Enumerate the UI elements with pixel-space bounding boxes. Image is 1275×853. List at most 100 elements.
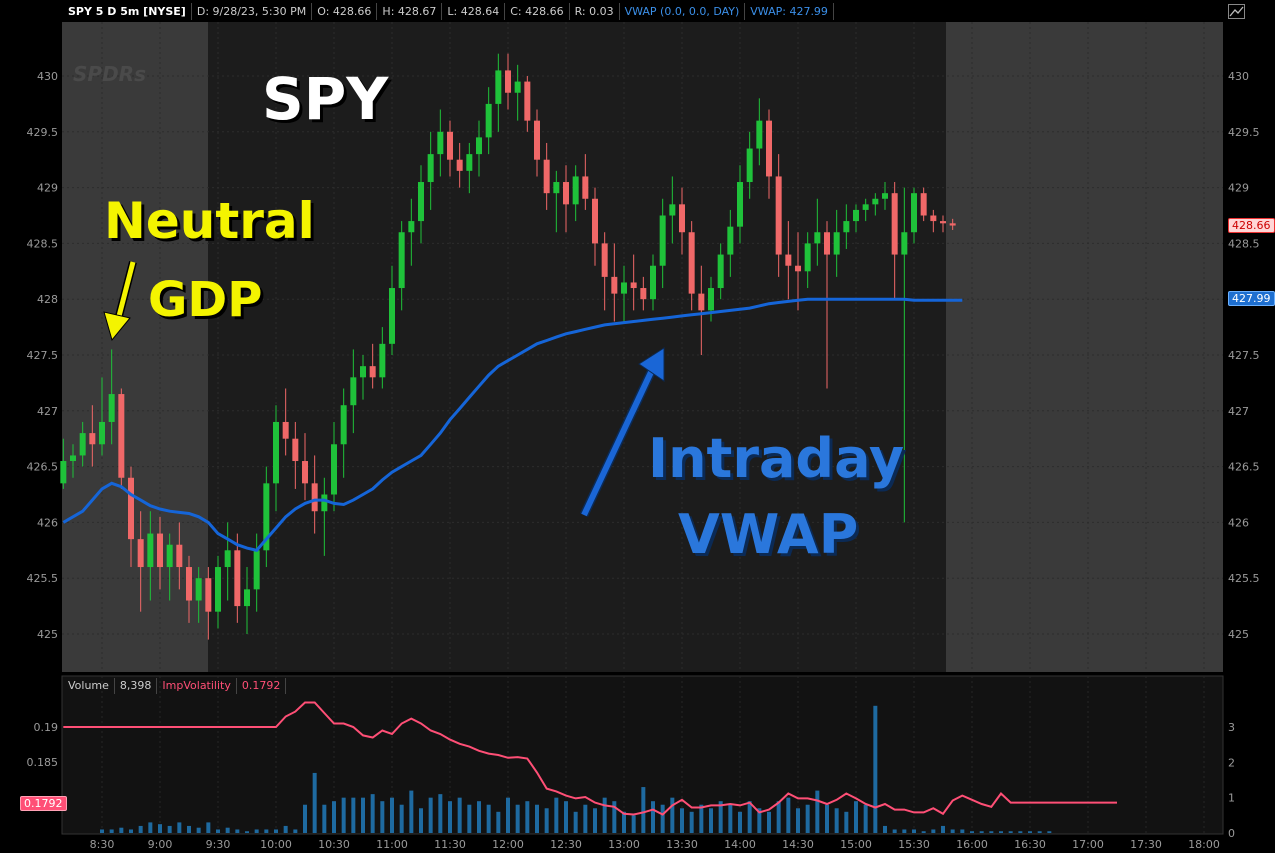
price-tick-label-left: 425.5 (27, 572, 59, 585)
time-tick-label: 9:00 (148, 838, 173, 851)
candle-body (669, 204, 676, 216)
candle-body (495, 70, 502, 104)
candle-body (89, 433, 96, 445)
candle-body (659, 215, 666, 266)
price-tick-label-left: 427 (37, 405, 58, 418)
volume-bar (912, 829, 916, 833)
candle-body (321, 494, 328, 512)
volume-bar (535, 804, 539, 833)
range-label: R: 0.03 (570, 3, 620, 20)
time-tick-label: 16:30 (1014, 838, 1046, 851)
candle-body (302, 461, 308, 484)
volume-bar (419, 808, 423, 833)
candle-body (940, 221, 946, 224)
volume-bar (1028, 831, 1032, 833)
vwap-price-tag: 427.99 (1228, 291, 1275, 306)
candle-body (485, 103, 492, 138)
volume-bar (544, 808, 549, 833)
volume-bar (477, 801, 481, 833)
volume-bar (515, 804, 520, 833)
symbol-label[interactable]: SPY 5 D 5m [NYSE] (63, 3, 192, 20)
volume-bar (148, 822, 153, 833)
volume-bar (825, 804, 829, 833)
time-tick-label: 15:30 (898, 838, 930, 851)
time-tick-label: 16:00 (956, 838, 988, 851)
candle-body (833, 232, 840, 255)
time-axis-labels: 8:30 9:00 9:30 10:00 10:30 11:00 11:30 12:00 12:… (90, 838, 1220, 851)
price-tick-label-right: 427 (1228, 405, 1249, 418)
volume-bar (109, 829, 114, 833)
volume-bar (699, 804, 704, 833)
volume-bar (448, 801, 452, 833)
volume-bar (921, 831, 926, 833)
candle-body (727, 226, 734, 255)
time-tick-label: 8:30 (90, 838, 115, 851)
volume-bar (196, 827, 201, 833)
candle-body (282, 421, 289, 439)
volume-bar (254, 829, 259, 833)
vwap-line (62, 297, 963, 552)
volume-bar (245, 831, 249, 833)
yellow-arrow (103, 260, 137, 342)
volume-bar (873, 705, 878, 833)
impvolatility-label[interactable]: ImpVolatility (157, 678, 237, 694)
volume-bar (1047, 831, 1052, 833)
candle-body (746, 148, 753, 183)
candle-body (273, 421, 279, 484)
volume-bar (303, 804, 307, 833)
volume-bar (332, 801, 336, 833)
candle-body (427, 154, 434, 183)
vwap-study-label[interactable]: VWAP (0.0, 0.0, DAY) (620, 3, 746, 20)
candle-body (756, 120, 763, 149)
volume-bar (593, 808, 597, 833)
chart-settings-icon[interactable] (1228, 4, 1245, 19)
volume-bar (235, 829, 240, 833)
volume-tick-label: 2 (1228, 756, 1235, 769)
candle-body (128, 477, 134, 540)
candle-body (911, 193, 917, 233)
candle-body (785, 254, 792, 266)
price-tick-label-right: 426 (1228, 516, 1249, 529)
price-tick-label-right: 429.5 (1228, 126, 1260, 139)
candle-body (572, 176, 579, 205)
candle-body (630, 282, 637, 289)
candle-body (215, 567, 221, 612)
volume-label[interactable]: Volume (63, 678, 115, 694)
time-tick-label: 15:00 (840, 838, 872, 851)
candle-body (534, 120, 540, 160)
volume-bar (399, 804, 404, 833)
candle-body (524, 81, 531, 121)
candle-body (350, 377, 357, 406)
volume-bar (158, 824, 162, 833)
candle-body (137, 539, 144, 568)
candle-body (456, 159, 463, 171)
volume-bar (960, 829, 965, 833)
price-tick-label-right: 426.5 (1228, 461, 1260, 474)
candle-body (224, 550, 231, 568)
candle-body (611, 276, 618, 294)
time-tick-label: 17:00 (1072, 838, 1104, 851)
open-label: O: 428.66 (312, 3, 378, 20)
volume-bar (786, 797, 791, 833)
impvolatility-value: 0.1792 (237, 678, 287, 694)
candle-body (447, 131, 453, 160)
time-tick-label: 9:30 (206, 838, 231, 851)
volume-bar (854, 801, 858, 833)
candle-body (882, 193, 888, 199)
candle-body (804, 243, 811, 272)
candle-body (650, 265, 656, 300)
volume-tick-label: 3 (1228, 721, 1235, 734)
price-axis-labels: 430430429.5429.5429429428.5428.542842842… (27, 70, 1260, 840)
candle-body (708, 288, 714, 311)
price-tick-label-left: 426 (37, 516, 58, 529)
volume-bar (776, 801, 781, 833)
candle-body (679, 204, 685, 233)
volume-bar (941, 825, 945, 833)
candle-body (543, 159, 550, 194)
iv-value-tag: 0.1792 (20, 796, 67, 811)
vwap-value-label: VWAP: 427.99 (745, 3, 834, 20)
last-price-tag: 428.66 (1228, 218, 1275, 233)
candle-body (737, 182, 743, 227)
gdp-annotation: GDP (148, 272, 263, 328)
